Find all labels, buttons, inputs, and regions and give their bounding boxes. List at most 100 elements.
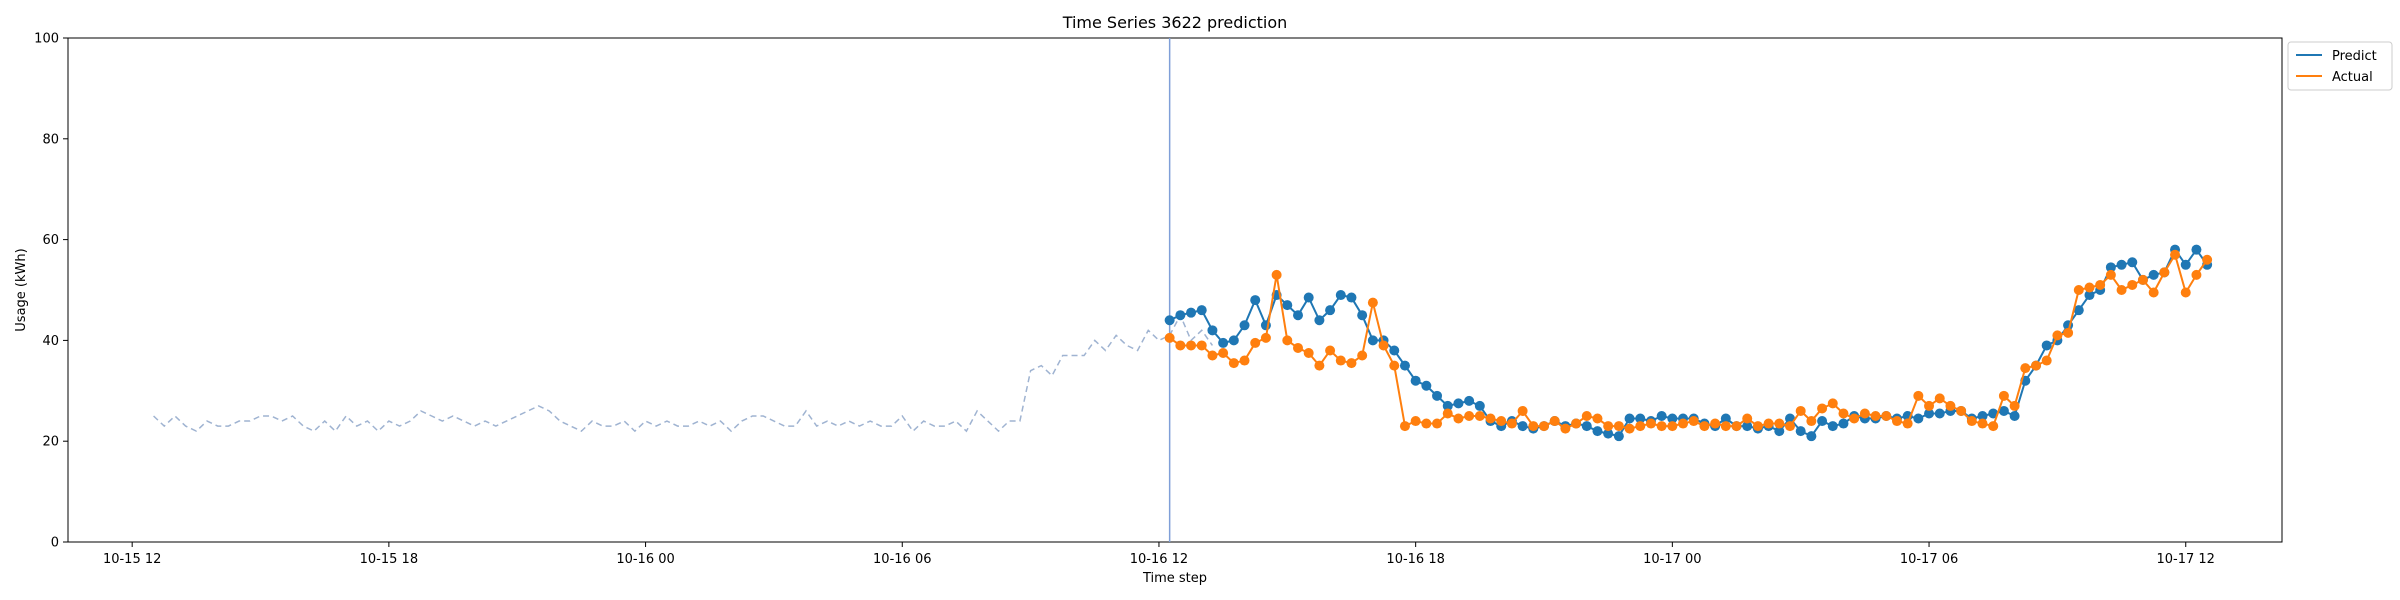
x-tick-label: 10-16 06 <box>873 552 931 567</box>
point-actual <box>1186 340 1197 351</box>
point-predict <box>2041 340 2052 351</box>
y-tick-label: 20 <box>42 435 59 450</box>
series-actual <box>1164 249 2213 434</box>
point-actual <box>1528 421 1539 432</box>
x-tick-label: 10-17 00 <box>1643 552 1701 567</box>
point-actual <box>1517 405 1528 416</box>
point-predict <box>1464 395 1475 406</box>
point-predict <box>1817 416 1828 427</box>
point-actual <box>2202 254 2213 265</box>
point-predict <box>1924 408 1935 419</box>
point-actual <box>1549 416 1560 427</box>
y-tick-label: 100 <box>34 32 59 47</box>
point-actual <box>2105 269 2116 280</box>
point-actual <box>1175 340 1186 351</box>
x-axis: 10-15 12 10-15 18 10-16 00 10-16 06 10-16 12… <box>103 542 2215 567</box>
y-tick-label: 0 <box>51 536 59 551</box>
point-predict <box>1827 421 1838 432</box>
point-actual <box>1560 423 1571 434</box>
point-predict <box>1175 310 1186 321</box>
point-predict <box>1656 411 1667 421</box>
point-actual <box>2127 279 2138 290</box>
y-axis: 0 20 40 60 80 100 <box>34 32 68 551</box>
point-actual <box>1346 358 1357 369</box>
point-actual <box>2095 279 2106 290</box>
point-actual <box>1303 348 1314 358</box>
point-actual <box>1998 390 2009 401</box>
point-actual <box>2041 355 2052 366</box>
point-actual <box>1956 405 1967 416</box>
point-actual <box>1218 348 1229 358</box>
point-actual <box>1378 340 1389 351</box>
point-actual <box>1635 421 1646 432</box>
point-predict <box>1196 305 1207 316</box>
point-predict <box>1934 408 1945 419</box>
point-predict <box>1720 413 1731 424</box>
point-predict <box>1399 360 1410 371</box>
point-predict <box>2148 269 2159 280</box>
point-actual <box>2084 282 2095 293</box>
point-predict <box>1977 411 1988 421</box>
point-actual <box>1571 418 1582 429</box>
point-actual <box>1432 418 1443 429</box>
point-actual <box>1207 350 1218 361</box>
point-predict <box>2105 262 2116 273</box>
point-actual <box>1496 416 1507 427</box>
point-actual <box>1988 421 1999 432</box>
series-layer <box>153 38 2213 542</box>
point-predict <box>1228 335 1239 346</box>
point-actual <box>1924 400 1935 411</box>
point-predict <box>1367 335 1378 346</box>
point-actual <box>2063 327 2074 338</box>
legend: Predict Actual <box>2287 41 2393 91</box>
point-predict <box>1346 292 1357 303</box>
point-actual <box>1474 411 1485 421</box>
point-actual <box>1410 416 1421 427</box>
point-actual <box>1367 297 1378 308</box>
point-predict <box>1410 375 1421 386</box>
legend-label-actual: Actual <box>2332 70 2373 85</box>
point-actual <box>1453 413 1464 424</box>
chart-title: Time Series 3622 prediction <box>1062 13 1288 32</box>
point-predict <box>2127 257 2138 268</box>
point-actual <box>1613 421 1624 432</box>
legend-label-predict: Predict <box>2332 49 2377 64</box>
point-predict <box>1635 413 1646 424</box>
point-predict <box>2116 259 2127 270</box>
y-axis-label: Usage (kWh) <box>14 248 29 331</box>
point-predict <box>1239 320 1250 331</box>
point-actual <box>1421 418 1432 429</box>
point-actual <box>1506 418 1517 429</box>
point-predict <box>1453 398 1464 409</box>
point-predict <box>1774 426 1785 437</box>
point-actual <box>1731 421 1742 432</box>
point-predict <box>1592 426 1603 437</box>
point-predict <box>1357 310 1368 321</box>
point-predict <box>1442 400 1453 411</box>
point-actual <box>1977 418 1988 429</box>
point-predict <box>1164 315 1175 326</box>
point-predict <box>1795 426 1806 437</box>
point-actual <box>1335 355 1346 366</box>
point-actual <box>2052 330 2063 341</box>
point-actual <box>1325 345 1336 356</box>
point-actual <box>1785 421 1795 432</box>
y-tick-label: 60 <box>42 233 59 248</box>
point-predict <box>1293 310 1303 321</box>
point-actual <box>1678 418 1689 429</box>
plot-area <box>67 37 2283 543</box>
point-actual <box>1164 332 1175 343</box>
point-actual <box>1827 398 1838 409</box>
point-actual <box>1966 416 1977 427</box>
point-actual <box>1742 413 1753 424</box>
y-tick-label: 80 <box>42 132 59 147</box>
point-actual <box>1795 405 1806 416</box>
point-actual <box>2073 285 2084 295</box>
point-actual <box>1228 358 1239 369</box>
point-actual <box>1859 408 1870 419</box>
point-predict <box>1613 431 1624 442</box>
point-actual <box>1656 421 1667 432</box>
point-predict <box>1303 292 1314 303</box>
point-actual <box>1752 421 1763 432</box>
